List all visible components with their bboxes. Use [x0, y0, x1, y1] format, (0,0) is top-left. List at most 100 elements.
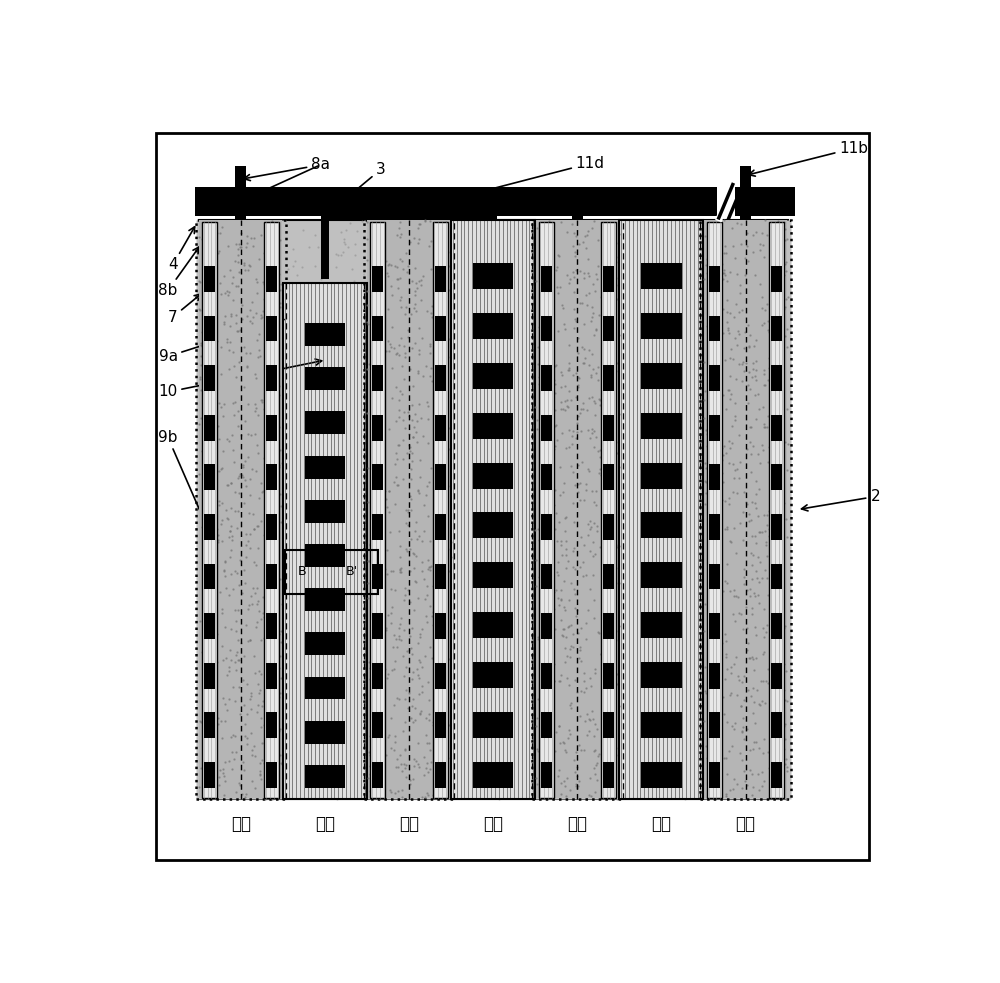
- Point: [703, 422, 719, 437]
- Point: [755, 305, 771, 320]
- Point: [629, 257, 645, 272]
- Point: [206, 396, 222, 412]
- Point: [776, 719, 792, 734]
- Point: [464, 437, 480, 453]
- Point: [556, 774, 572, 789]
- Point: [216, 406, 232, 422]
- Point: [548, 505, 564, 521]
- Point: [705, 359, 721, 375]
- Point: [765, 723, 781, 739]
- Point: [563, 392, 579, 408]
- Point: [418, 725, 434, 741]
- Point: [405, 546, 421, 561]
- Point: [330, 247, 346, 262]
- Point: [744, 694, 760, 710]
- Point: [402, 362, 418, 377]
- Point: [769, 450, 785, 466]
- Point: [403, 461, 419, 477]
- Point: [248, 400, 264, 416]
- Point: [305, 376, 321, 392]
- Point: [575, 355, 591, 371]
- Point: [778, 619, 794, 635]
- Point: [461, 585, 477, 601]
- Point: [571, 370, 587, 385]
- Point: [233, 239, 249, 255]
- Point: [236, 648, 252, 664]
- Point: [606, 496, 622, 512]
- Point: [336, 716, 352, 731]
- Point: [441, 282, 457, 298]
- Point: [768, 214, 784, 230]
- Point: [392, 563, 408, 579]
- Point: [217, 285, 233, 301]
- Point: [391, 523, 407, 539]
- Point: [531, 569, 547, 585]
- Point: [361, 553, 377, 569]
- Point: [239, 676, 255, 692]
- Point: [745, 437, 761, 453]
- Point: [236, 712, 252, 727]
- Point: [261, 424, 277, 439]
- Point: [495, 690, 511, 706]
- Point: [254, 705, 270, 721]
- Point: [537, 264, 553, 280]
- Point: [726, 471, 742, 487]
- Point: [219, 254, 235, 269]
- Point: [222, 523, 238, 539]
- Bar: [321, 202, 497, 218]
- Point: [628, 618, 644, 634]
- Point: [488, 705, 504, 721]
- Point: [401, 436, 417, 452]
- Point: [196, 292, 212, 308]
- Point: [228, 744, 244, 760]
- Point: [415, 268, 431, 284]
- Point: [728, 628, 744, 644]
- Point: [403, 531, 419, 547]
- Point: [245, 525, 261, 541]
- Point: [745, 593, 761, 608]
- Point: [775, 434, 791, 450]
- Point: [436, 303, 452, 318]
- Point: [231, 354, 247, 370]
- Point: [566, 540, 582, 555]
- Point: [730, 784, 746, 800]
- Point: [551, 514, 567, 530]
- Point: [739, 721, 755, 736]
- Point: [445, 284, 461, 300]
- Point: [308, 492, 324, 508]
- Point: [337, 427, 353, 442]
- Bar: [195, 187, 717, 215]
- Point: [422, 283, 438, 299]
- Point: [236, 339, 252, 355]
- Point: [353, 450, 369, 466]
- Point: [394, 316, 410, 331]
- Point: [257, 332, 273, 348]
- Point: [534, 616, 550, 632]
- Point: [272, 721, 288, 736]
- Point: [701, 650, 717, 665]
- Point: [200, 706, 216, 722]
- Point: [530, 356, 546, 372]
- Point: [538, 593, 554, 608]
- Point: [757, 419, 773, 434]
- Point: [736, 363, 752, 378]
- Point: [350, 367, 366, 382]
- Point: [530, 691, 546, 707]
- Point: [611, 327, 627, 343]
- Point: [614, 401, 630, 417]
- Point: [434, 523, 450, 539]
- Point: [738, 494, 754, 510]
- Point: [543, 281, 559, 297]
- Point: [419, 755, 435, 771]
- Point: [651, 489, 667, 504]
- Point: [582, 713, 598, 728]
- Point: [238, 617, 254, 633]
- Point: [529, 776, 545, 791]
- Point: [692, 730, 708, 746]
- Point: [736, 327, 752, 343]
- Bar: [305, 499, 345, 523]
- Point: [413, 722, 429, 737]
- Point: [715, 475, 731, 491]
- Point: [438, 331, 454, 347]
- Point: [697, 621, 713, 637]
